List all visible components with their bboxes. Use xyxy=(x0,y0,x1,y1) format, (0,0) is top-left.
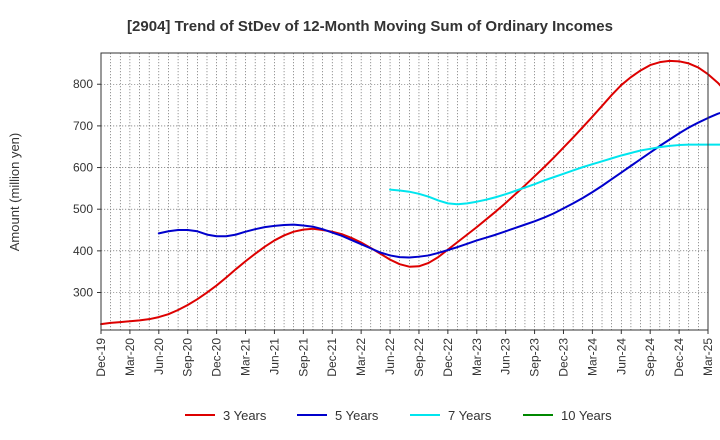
grid-layer xyxy=(101,53,708,330)
legend-label-3-years: 3 Years xyxy=(223,408,267,423)
x-tick-label: Sep-22 xyxy=(412,338,426,377)
legend-label-7-years: 7 Years xyxy=(448,408,492,423)
series-line-3-years xyxy=(100,59,720,326)
legend-label-10-years: 10 Years xyxy=(561,408,612,423)
x-tick-label: Sep-20 xyxy=(181,338,195,377)
y-tick-label: 800 xyxy=(73,77,93,91)
x-tick-label: Dec-23 xyxy=(556,338,570,377)
x-axis-ticks: Dec-19 Mar-20 Jun-20 Sep-20 Dec-20 Mar-21 Jun-… xyxy=(94,330,715,377)
x-tick-label: Sep-24 xyxy=(643,338,657,377)
x-tick-label: Mar-22 xyxy=(354,338,368,376)
y-tick-label: 400 xyxy=(73,244,93,258)
x-tick-label: Mar-24 xyxy=(585,338,599,376)
x-tick-label: Mar-20 xyxy=(123,338,137,376)
legend: 3 Years 5 Years 7 Years 10 Years xyxy=(185,408,612,423)
x-tick-label: Jun-22 xyxy=(383,338,397,375)
x-tick-label: Dec-22 xyxy=(441,338,455,377)
y-tick-label: 300 xyxy=(73,286,93,300)
y-tick-label: 600 xyxy=(73,161,93,175)
x-tick-label: Jun-20 xyxy=(152,338,166,375)
series-layer xyxy=(100,59,720,326)
y-tick-label: 700 xyxy=(73,119,93,133)
x-tick-label: Dec-21 xyxy=(325,338,339,377)
y-axis-label: Amount (million yen) xyxy=(7,133,22,252)
y-axis-ticks: 300 400 500 600 700 800 xyxy=(73,77,101,300)
x-tick-label: Mar-21 xyxy=(239,338,253,376)
x-tick-label: Jun-21 xyxy=(267,338,281,375)
x-tick-label: Jun-24 xyxy=(614,338,628,375)
series-line-7-years xyxy=(389,143,720,206)
x-tick-label: Sep-23 xyxy=(528,338,542,377)
x-tick-label: Jun-23 xyxy=(499,338,513,375)
x-tick-label: Dec-20 xyxy=(210,338,224,377)
x-tick-label: Dec-24 xyxy=(672,338,686,377)
plot-border xyxy=(100,52,709,331)
x-tick-label: Dec-19 xyxy=(94,338,108,377)
series-line-5-years xyxy=(157,111,720,259)
chart-title: [2904] Trend of StDev of 12-Month Moving… xyxy=(127,18,613,35)
y-tick-label: 500 xyxy=(73,202,93,216)
x-tick-label: Mar-25 xyxy=(701,338,715,376)
x-tick-label: Sep-21 xyxy=(296,338,310,377)
legend-label-5-years: 5 Years xyxy=(335,408,379,423)
x-tick-label: Mar-23 xyxy=(470,338,484,376)
